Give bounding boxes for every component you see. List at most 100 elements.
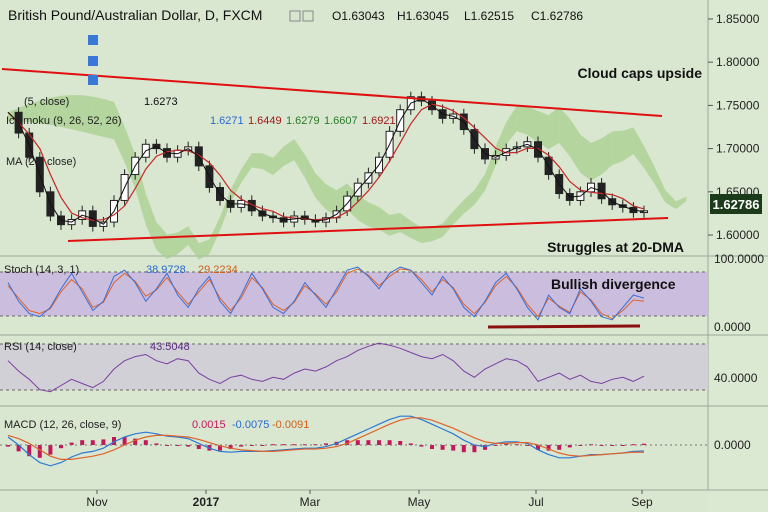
macd-v3: -0.0091 [272, 419, 309, 431]
macd-hist-bar [260, 445, 265, 446]
macd-hist-bar [101, 439, 106, 445]
upper-trendline [1, 68, 663, 117]
stoch-v1: 38.9728 [146, 264, 186, 276]
indicator-toggle-1[interactable] [88, 35, 98, 45]
macd-hist-bar [59, 445, 63, 449]
cloud-segment [39, 97, 51, 125]
macd-hist-bar [366, 440, 371, 445]
macd-hist-bar [387, 440, 392, 445]
macd-hist-bar [345, 440, 350, 445]
macd-hist-bar [6, 445, 10, 447]
macd-hist-bar [451, 445, 456, 451]
macd-hist-bar [69, 442, 74, 445]
cloud-segment [273, 146, 284, 176]
macd-hist-bar [631, 444, 636, 446]
macd-hist-bar [196, 445, 201, 449]
cloud-segment [495, 122, 507, 166]
macd-hist-bar [143, 440, 148, 445]
macd-hist-bar [472, 445, 477, 453]
stoch-tick-0: 0.0000 [714, 320, 751, 334]
cloud-segment [463, 190, 475, 214]
x-tick-4: Jul [528, 495, 543, 509]
indicator-toggle-3[interactable] [88, 75, 98, 85]
cloud-segment [92, 96, 104, 137]
macd-hist-bar [398, 441, 403, 445]
cloud-segment [71, 95, 83, 132]
stoch-v2: 29.2234 [198, 264, 238, 276]
divergence-line [487, 324, 641, 329]
cloud-segment [368, 202, 379, 230]
macd-hist-bar [228, 445, 233, 449]
cloud-segment [421, 227, 432, 243]
cloud-segment [198, 239, 210, 260]
cloud-segment [230, 169, 242, 203]
header-buttons[interactable] [289, 10, 314, 22]
y-tick-0: 1.85000 [716, 12, 760, 26]
sma5-value: 1.6273 [144, 96, 178, 108]
y-tick-2: 1.75000 [716, 98, 760, 112]
x-tick-0: Nov [86, 495, 107, 509]
cloud-segment [527, 106, 538, 143]
cloud-segment [548, 106, 560, 150]
cloud-segment [516, 106, 528, 135]
macd-hist-bar [536, 445, 540, 450]
cloud-segment [612, 130, 623, 166]
macd-hist-bar [302, 444, 307, 446]
rsi-label: RSI (14, close) [4, 341, 77, 353]
y-tick-1: 1.80000 [716, 55, 760, 69]
macd-hist-bar [16, 445, 21, 452]
macd-label: MACD (12, 26, close, 9) [4, 419, 121, 431]
annotation-divergence: Bullish divergence [551, 276, 676, 292]
macd-hist-bar [642, 443, 646, 445]
cloud-segment [601, 131, 613, 175]
y-tick-5: 1.60000 [716, 228, 760, 242]
cloud-segment [188, 226, 199, 260]
macd-hist-bar [610, 445, 615, 446]
ichimoku-label: Ichimoku (9, 26, 52, 26) [6, 115, 122, 127]
cloud-segment [251, 153, 263, 170]
last-price-box [710, 194, 762, 214]
cloud-segment [114, 101, 125, 163]
cloud-segment [294, 139, 305, 178]
cloud-segment [50, 95, 61, 127]
macd-hist-bar [112, 437, 116, 445]
cloud-segment [665, 189, 676, 210]
macd-hist-bar [355, 440, 360, 445]
cloud-segment [357, 194, 369, 227]
ma20-label: MA (20, close) [6, 156, 76, 168]
macd-hist-bar [292, 444, 297, 446]
x-tick-2: Mar [300, 495, 321, 509]
macd-hist-bar [186, 445, 191, 447]
cloud-segment [241, 153, 252, 183]
cloud-segment [633, 127, 644, 168]
ohlc-high: H1.63045 [397, 9, 449, 23]
macd-hist-bar [271, 444, 275, 446]
ma20-line [7, 103, 645, 221]
cloud-segment [569, 118, 581, 173]
macd-hist-bar [483, 445, 487, 450]
chart-title: British Pound/Australian Dollar, D, FXCM [8, 7, 262, 23]
cloud-segment [82, 95, 93, 135]
cloud-segment [167, 232, 178, 260]
cloud-segment [283, 139, 295, 166]
macd-hist-bar [419, 445, 424, 447]
macd-hist-bar [504, 443, 509, 445]
macd-hist-bar [377, 440, 381, 445]
cloud-segment [654, 166, 666, 203]
macd-hist-bar [122, 437, 127, 445]
macd-hist-bar [175, 445, 180, 446]
macd-hist-bar [546, 445, 551, 451]
indicator-toggle-2[interactable] [88, 56, 98, 66]
annotation-dma: Struggles at 20-DMA [547, 239, 684, 255]
macd-hist-bar [557, 445, 562, 450]
cloud-segment [177, 226, 189, 255]
cloud-segment [559, 106, 570, 157]
rsi-tick-40: 40.0000 [714, 371, 758, 385]
last-price: 1.62786 [713, 197, 760, 212]
macd-hist-bar [218, 445, 222, 451]
cloud-segment [145, 193, 157, 250]
macd-hist-bar [133, 438, 138, 445]
macd-hist-bar [440, 445, 445, 450]
ohlc-close: C1.62786 [531, 9, 583, 23]
